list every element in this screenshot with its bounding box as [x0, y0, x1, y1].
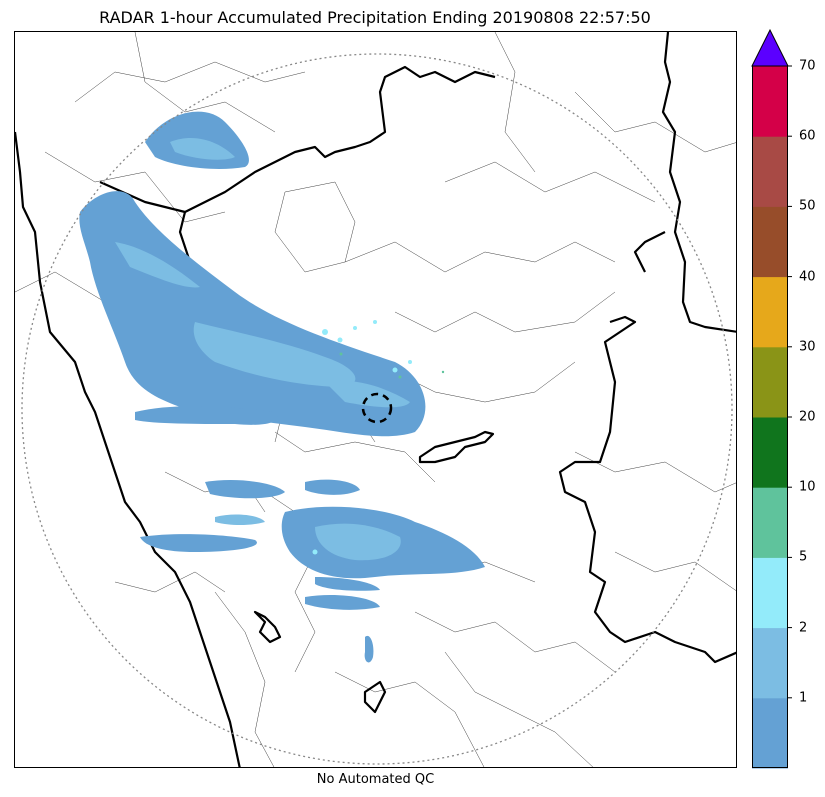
colorbar-band [752, 487, 788, 558]
colorbar-band [752, 557, 788, 629]
radar-map [14, 31, 737, 768]
colorbar-tick-label: 60 [799, 128, 816, 144]
colorbar-tick-label: 30 [799, 339, 816, 355]
precip-moderate [115, 137, 410, 561]
state-boundaries [15, 32, 736, 767]
precip-light [79, 111, 485, 663]
colorbar-extend-arrow [751, 28, 789, 67]
qc-note: No Automated QC [316, 772, 435, 787]
range-ring [21, 53, 733, 765]
colorbar-band [752, 276, 788, 348]
colorbar-band [752, 697, 788, 769]
precip-heavier [339, 352, 445, 379]
colorbar-tick-label: 50 [799, 198, 816, 214]
colorbar-tick-label: 20 [799, 409, 816, 425]
colorbar-band [752, 346, 788, 418]
colorbar-band [752, 417, 788, 488]
colorbar-tick-label: 1 [799, 690, 808, 706]
colorbar-tick-label: 5 [799, 549, 808, 565]
map-svg [15, 32, 736, 767]
colorbar-band [752, 206, 788, 278]
colorbar-tick-label: 10 [799, 479, 816, 495]
colorbar [751, 28, 792, 769]
chart-title: RADAR 1-hour Accumulated Precipitation E… [99, 8, 651, 27]
colorbar-tick-label: 70 [799, 58, 816, 74]
colorbar-band [752, 66, 788, 137]
colorbar-band [752, 136, 788, 207]
colorbar-band [752, 627, 788, 699]
colorbar-tick-label: 40 [799, 269, 816, 285]
colorbar-svg [751, 28, 792, 769]
colorbar-tick-label: 2 [799, 620, 808, 636]
colorbar-border [752, 65, 788, 768]
precip-heavy [312, 320, 412, 555]
radar-site-marker [361, 392, 393, 424]
